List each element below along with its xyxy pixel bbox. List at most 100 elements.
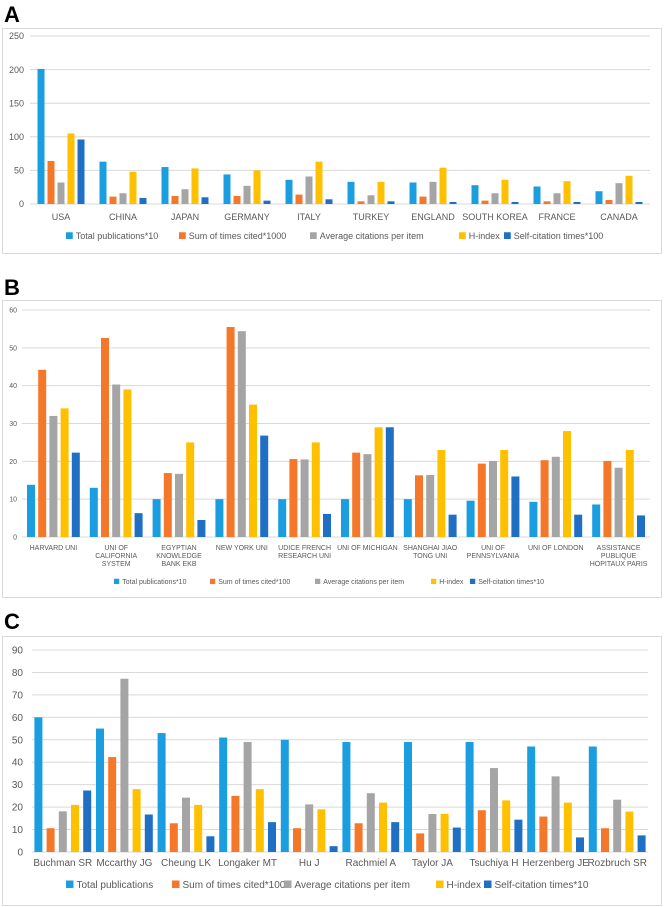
y-tick-label-a: 100 (9, 132, 24, 142)
bar-b-1-7 (477, 463, 486, 537)
bar-b-3-1 (123, 389, 132, 537)
legend-label-b: Sum of times cited*100 (218, 579, 290, 586)
legend-label-c: Total publications (77, 880, 154, 891)
x-category-label-b: UDICE FRENCH RESEARCH UNI (278, 545, 331, 560)
y-tick-label-b: 20 (9, 459, 17, 466)
bar-c-0-5 (342, 742, 351, 852)
bar-c-2-1 (120, 678, 129, 852)
bar-c-3-5 (379, 802, 387, 852)
y-tick-label-c: 20 (12, 803, 24, 814)
bar-b-4-7 (511, 476, 520, 537)
bar-b-1-5 (352, 452, 361, 537)
bar-b-1-0 (38, 369, 47, 537)
bar-a-0-5 (347, 181, 355, 204)
bar-b-4-5 (385, 427, 394, 537)
bar-c-1-7 (477, 810, 486, 852)
bar-a-2-9 (615, 183, 623, 204)
bar-c-2-3 (243, 742, 252, 852)
bar-b-0-4 (278, 499, 287, 537)
bar-c-1-0 (46, 828, 55, 852)
bar-c-1-1 (108, 757, 117, 852)
bar-b-2-2 (175, 473, 183, 537)
bar-c-1-8 (539, 816, 548, 852)
legend-label-a: H-index (469, 231, 501, 241)
bar-b-0-2 (152, 499, 161, 537)
bar-c-2-6 (428, 814, 437, 852)
bar-c-2-5 (366, 793, 375, 852)
x-category-label-c: Taylor JA (412, 858, 453, 869)
bar-b-1-3 (226, 327, 235, 537)
bar-b-0-5 (341, 499, 349, 537)
y-tick-label-c: 10 (12, 825, 24, 836)
bar-b-1-9 (603, 460, 612, 537)
bar-b-3-0 (60, 408, 69, 537)
bar-a-3-5 (377, 181, 385, 204)
legend-swatch-c (172, 880, 180, 888)
legend-label-a: Self-citation times*100 (514, 231, 604, 241)
x-category-label-a: SOUTH KOREA (462, 212, 528, 222)
y-tick-label-b: 40 (9, 383, 17, 390)
bar-b-4-2 (197, 519, 206, 537)
y-tick-label-c: 50 (12, 735, 24, 746)
bar-a-0-9 (595, 191, 603, 204)
x-category-label-a: GERMANY (224, 212, 270, 222)
bar-b-2-6 (426, 474, 435, 537)
bar-a-4-8 (573, 201, 581, 204)
bar-b-0-8 (529, 501, 538, 537)
bar-c-0-4 (280, 739, 289, 852)
legend-swatch-a (504, 232, 511, 239)
legend-swatch-c (284, 880, 292, 888)
bar-c-4-5 (391, 822, 400, 852)
x-category-label-b: UNI OF MICHIGAN (337, 545, 398, 552)
bar-a-2-6 (429, 181, 437, 204)
legend-swatch-b (470, 578, 476, 584)
y-tick-label-c: 30 (12, 780, 24, 791)
bar-a-0-6 (409, 182, 417, 204)
x-category-label-b: HARVARD UNI (30, 545, 78, 552)
bar-a-3-0 (67, 133, 75, 204)
panel-a-frame (2, 28, 662, 254)
x-category-label-b: UNI OF LONDON (528, 545, 584, 552)
bar-a-0-1 (99, 161, 107, 204)
x-category-label-c: Rozbruch SR (587, 858, 646, 869)
y-tick-label-c: 90 (12, 646, 24, 657)
bar-b-3-3 (249, 404, 257, 537)
x-category-label-a: USA (52, 212, 71, 222)
legend-swatch-b (114, 578, 120, 584)
bar-a-1-9 (605, 199, 613, 204)
bar-c-1-5 (354, 823, 363, 852)
bar-a-4-3 (263, 200, 271, 204)
legend-label-c: Sum of times cited*100 (183, 880, 286, 891)
legend-label-a: Sum of times cited*1000 (189, 231, 287, 241)
bar-b-2-7 (489, 460, 497, 537)
bar-a-2-3 (243, 185, 251, 204)
bar-b-3-6 (437, 449, 446, 537)
bar-a-2-7 (491, 193, 499, 204)
bar-c-4-3 (268, 822, 276, 852)
bar-a-4-4 (325, 199, 333, 204)
legend-label-a: Average citations per item (320, 231, 424, 241)
bar-c-2-7 (490, 768, 498, 852)
x-category-label-c: Mccarthy JG (96, 858, 152, 869)
bar-a-4-9 (635, 201, 643, 204)
legend-label-b: Self-citation times*10 (478, 579, 544, 586)
x-category-label-a: CHINA (109, 212, 137, 222)
bar-c-4-2 (206, 836, 215, 852)
legend-swatch-a (66, 232, 73, 239)
bar-a-0-0 (37, 68, 45, 204)
bar-a-1-3 (233, 195, 241, 204)
bar-a-4-1 (139, 197, 147, 204)
bar-a-4-6 (449, 201, 457, 204)
bar-c-0-2 (157, 733, 166, 852)
bar-b-1-1 (101, 337, 109, 537)
bar-c-3-1 (132, 789, 141, 852)
bar-a-3-8 (563, 181, 571, 204)
bar-c-2-0 (58, 811, 67, 852)
x-category-label-a: CANADA (600, 212, 638, 222)
bar-a-3-3 (253, 170, 261, 204)
bar-b-3-4 (311, 442, 320, 537)
bar-a-2-2 (181, 189, 189, 204)
bar-b-1-8 (540, 460, 549, 537)
bar-b-3-2 (186, 442, 195, 537)
x-category-label-a: TURKEY (353, 212, 390, 222)
